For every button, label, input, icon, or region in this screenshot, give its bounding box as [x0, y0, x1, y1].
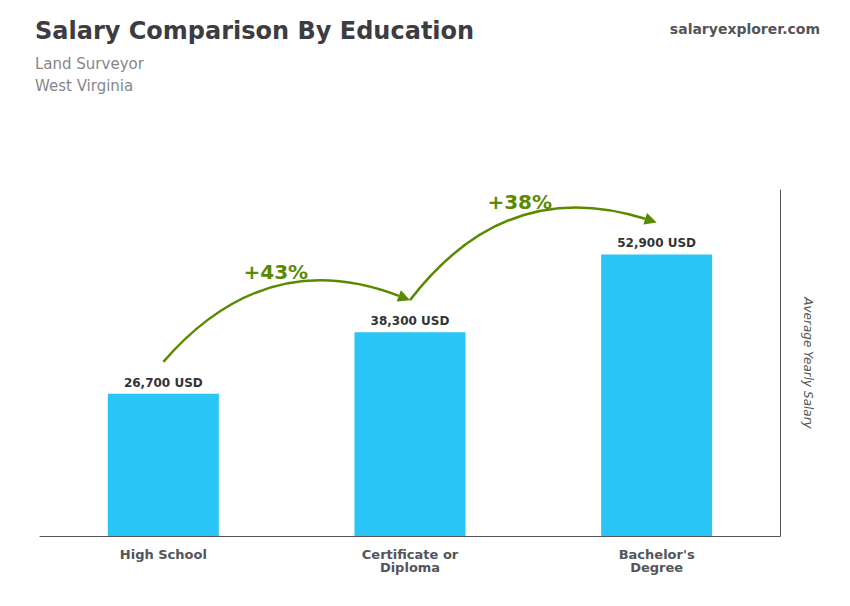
svg-text:Land Surveyor: Land Surveyor [35, 55, 145, 73]
svg-text:38,300 USD: 38,300 USD [371, 314, 450, 328]
svg-text:Degree: Degree [630, 560, 683, 575]
svg-text:salaryexplorer.com: salaryexplorer.com [670, 21, 820, 37]
svg-text:26,700 USD: 26,700 USD [124, 376, 203, 390]
svg-text:West Virginia: West Virginia [35, 77, 133, 95]
svg-text:Average Yearly Salary: Average Yearly Salary [801, 296, 815, 429]
svg-text:Diploma: Diploma [380, 560, 440, 575]
svg-text:+38%: +38% [487, 190, 552, 214]
svg-text:Bachelor's: Bachelor's [618, 547, 695, 562]
svg-text:+43%: +43% [244, 260, 309, 284]
svg-text:Certificate or: Certificate or [361, 547, 459, 562]
svg-text:52,900 USD: 52,900 USD [617, 236, 696, 250]
svg-text:Salary Comparison By Education: Salary Comparison By Education [35, 17, 474, 45]
svg-text:High School: High School [120, 547, 207, 562]
